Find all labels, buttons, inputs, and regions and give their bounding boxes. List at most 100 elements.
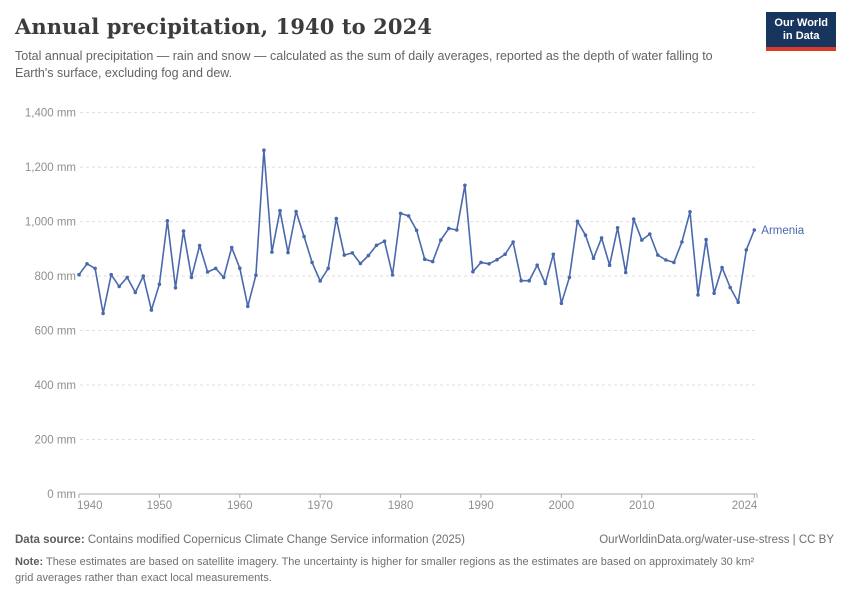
data-point[interactable] [326,266,331,271]
data-point[interactable] [334,216,339,221]
data-point[interactable] [398,211,403,216]
owid-logo[interactable]: Our World in Data [766,12,836,51]
data-point[interactable] [688,210,692,214]
data-point[interactable] [414,228,419,233]
data-point[interactable] [567,275,572,280]
data-point[interactable] [125,275,129,280]
data-point[interactable] [640,238,644,242]
x-axis-tick-label: 2024 [732,500,758,512]
data-point[interactable] [471,269,475,274]
data-point[interactable] [77,272,81,277]
data-point[interactable] [736,300,740,304]
data-point[interactable] [752,228,757,232]
data-point[interactable] [623,270,628,275]
data-point[interactable] [213,266,218,271]
data-point[interactable] [358,261,363,266]
data-point[interactable] [511,240,515,244]
y-axis-tick-label: 1,000 mm [25,217,76,229]
data-source-label: Data source: [15,534,85,546]
data-point[interactable] [117,284,121,289]
series-label-armenia[interactable]: Armenia [761,225,804,237]
x-axis-tick-label: 1950 [147,500,173,512]
x-axis-tick-label: 1970 [307,500,333,512]
data-point[interactable] [535,263,539,267]
y-axis-tick-label: 0 mm [47,489,76,501]
data-point[interactable] [479,260,483,265]
data-point[interactable] [648,232,652,236]
data-point[interactable] [503,252,507,257]
data-point[interactable] [664,258,668,262]
data-point[interactable] [599,236,604,240]
data-point[interactable] [422,257,427,261]
data-point[interactable] [430,259,435,264]
data-point[interactable] [406,214,411,218]
data-point[interactable] [382,239,387,243]
data-point[interactable] [173,286,178,290]
data-point[interactable] [439,238,443,242]
data-point[interactable] [286,250,290,255]
x-axis-tick-label: 1990 [468,500,494,512]
data-point[interactable] [254,273,258,277]
y-axis-tick-label: 400 mm [34,380,76,392]
data-point[interactable] [366,253,371,258]
data-point[interactable] [197,243,202,248]
precipitation-line-chart[interactable]: 0 mm 200 mm 400 mm 600 mm 800 mm 1,000 mm 1,20… [0,95,850,525]
data-point[interactable] [229,245,234,250]
data-point[interactable] [631,217,636,221]
data-point[interactable] [615,226,620,230]
owid-license-link[interactable]: OurWorldinData.org/water-use-stress | CC… [599,534,834,546]
data-point[interactable] [165,219,170,223]
data-point[interactable] [672,260,676,265]
data-point[interactable] [133,290,138,295]
data-point[interactable] [495,257,499,262]
data-point[interactable] [551,252,556,257]
data-point[interactable] [447,226,451,231]
data-point[interactable] [181,229,186,233]
data-point[interactable] [720,265,724,270]
data-point[interactable] [109,272,113,277]
data-point[interactable] [583,233,588,237]
data-point[interactable] [294,209,298,214]
data-point[interactable] [656,253,660,257]
data-point[interactable] [93,266,97,271]
data-point[interactable] [519,278,523,283]
data-point[interactable] [696,293,700,297]
data-point[interactable] [680,240,684,244]
data-point[interactable] [278,208,282,213]
data-point[interactable] [744,248,749,252]
data-point[interactable] [390,273,395,277]
data-source: Data source: Contains modified Copernicu… [15,533,465,548]
data-point[interactable] [455,228,459,232]
data-point[interactable] [527,278,531,283]
data-point[interactable] [205,270,210,274]
data-point[interactable] [262,148,266,152]
data-point[interactable] [149,308,154,312]
data-point[interactable] [607,263,612,267]
data-point[interactable] [221,275,226,280]
data-point[interactable] [101,311,105,316]
data-point[interactable] [350,251,355,255]
data-point[interactable] [157,282,162,286]
owid-logo-line1: Our World [774,17,828,29]
data-point[interactable] [463,183,467,188]
data-point[interactable] [487,262,491,266]
data-point[interactable] [246,304,250,309]
data-point[interactable] [543,281,548,286]
data-point[interactable] [704,237,708,242]
data-point[interactable] [270,250,274,254]
data-point[interactable] [141,274,146,278]
data-point[interactable] [575,219,580,224]
data-point[interactable] [189,275,194,280]
data-point[interactable] [374,243,379,248]
data-point[interactable] [591,256,596,261]
data-point[interactable] [302,234,306,239]
data-point[interactable] [318,279,323,283]
x-axis-tick-label: 1980 [388,500,414,512]
data-point[interactable] [712,291,716,295]
data-point[interactable] [728,285,732,290]
data-point[interactable] [342,253,347,257]
data-point[interactable] [310,260,314,265]
data-point[interactable] [85,262,89,266]
data-point[interactable] [238,266,242,270]
data-point[interactable] [559,301,564,306]
